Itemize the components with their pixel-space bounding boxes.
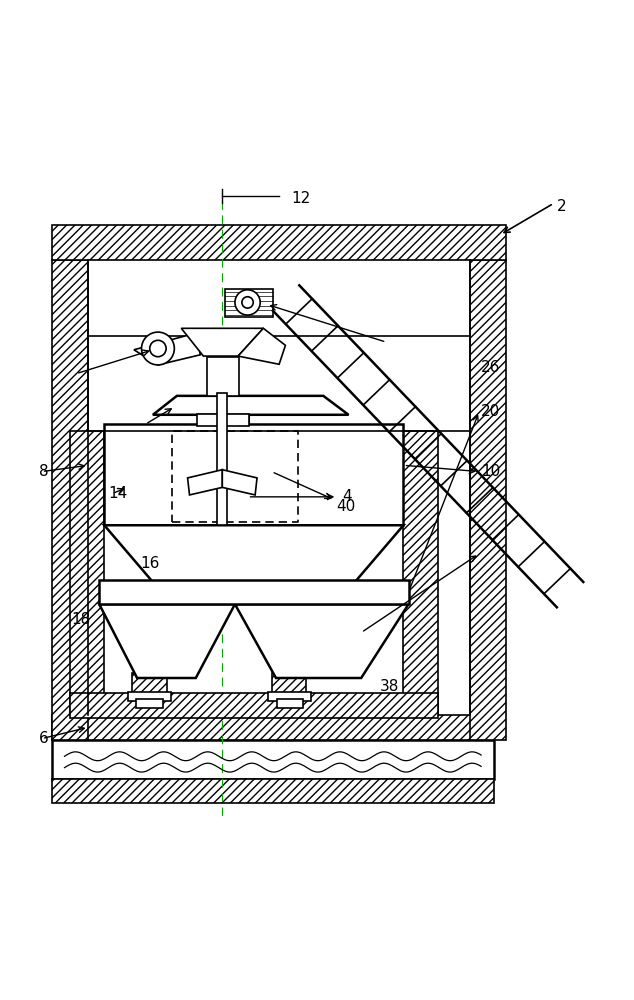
Bar [132, 673, 167, 697]
Bar [403, 431, 438, 715]
Circle shape [141, 332, 174, 365]
Text: 18: 18 [71, 612, 90, 627]
Text: 20: 20 [481, 404, 500, 419]
Bar [70, 693, 438, 718]
Bar [226, 289, 273, 317]
Polygon shape [235, 604, 408, 678]
Bar [104, 424, 403, 525]
Bar [276, 699, 303, 708]
Bar [268, 692, 311, 701]
Text: 8: 8 [39, 464, 49, 479]
Bar [217, 393, 228, 525]
Bar [197, 414, 249, 426]
Bar [470, 260, 507, 740]
Text: 2: 2 [557, 199, 567, 214]
Polygon shape [153, 396, 349, 415]
Bar [197, 414, 249, 426]
Text: 40: 40 [336, 499, 355, 514]
Bar [52, 260, 89, 740]
Bar [271, 673, 306, 697]
Bar [52, 225, 507, 260]
Text: 14: 14 [108, 486, 128, 501]
Text: 6: 6 [39, 731, 49, 746]
Bar [100, 580, 408, 604]
Polygon shape [238, 328, 285, 364]
Bar [207, 357, 240, 396]
Text: 16: 16 [140, 556, 160, 571]
Bar [136, 699, 163, 708]
Text: 12: 12 [292, 191, 311, 206]
Circle shape [150, 340, 166, 357]
Bar [127, 692, 171, 701]
Polygon shape [181, 328, 263, 356]
Bar [52, 715, 494, 740]
Text: 10: 10 [481, 464, 500, 479]
Circle shape [242, 297, 253, 308]
Polygon shape [100, 604, 235, 678]
Polygon shape [134, 333, 200, 365]
Circle shape [235, 290, 260, 315]
Polygon shape [223, 470, 257, 495]
Polygon shape [188, 470, 223, 495]
Polygon shape [104, 525, 403, 582]
Bar [52, 779, 494, 803]
Bar [52, 740, 494, 779]
Bar [70, 431, 104, 715]
Text: 26: 26 [481, 360, 500, 375]
Text: 4: 4 [342, 489, 352, 504]
Text: 38: 38 [380, 679, 399, 694]
